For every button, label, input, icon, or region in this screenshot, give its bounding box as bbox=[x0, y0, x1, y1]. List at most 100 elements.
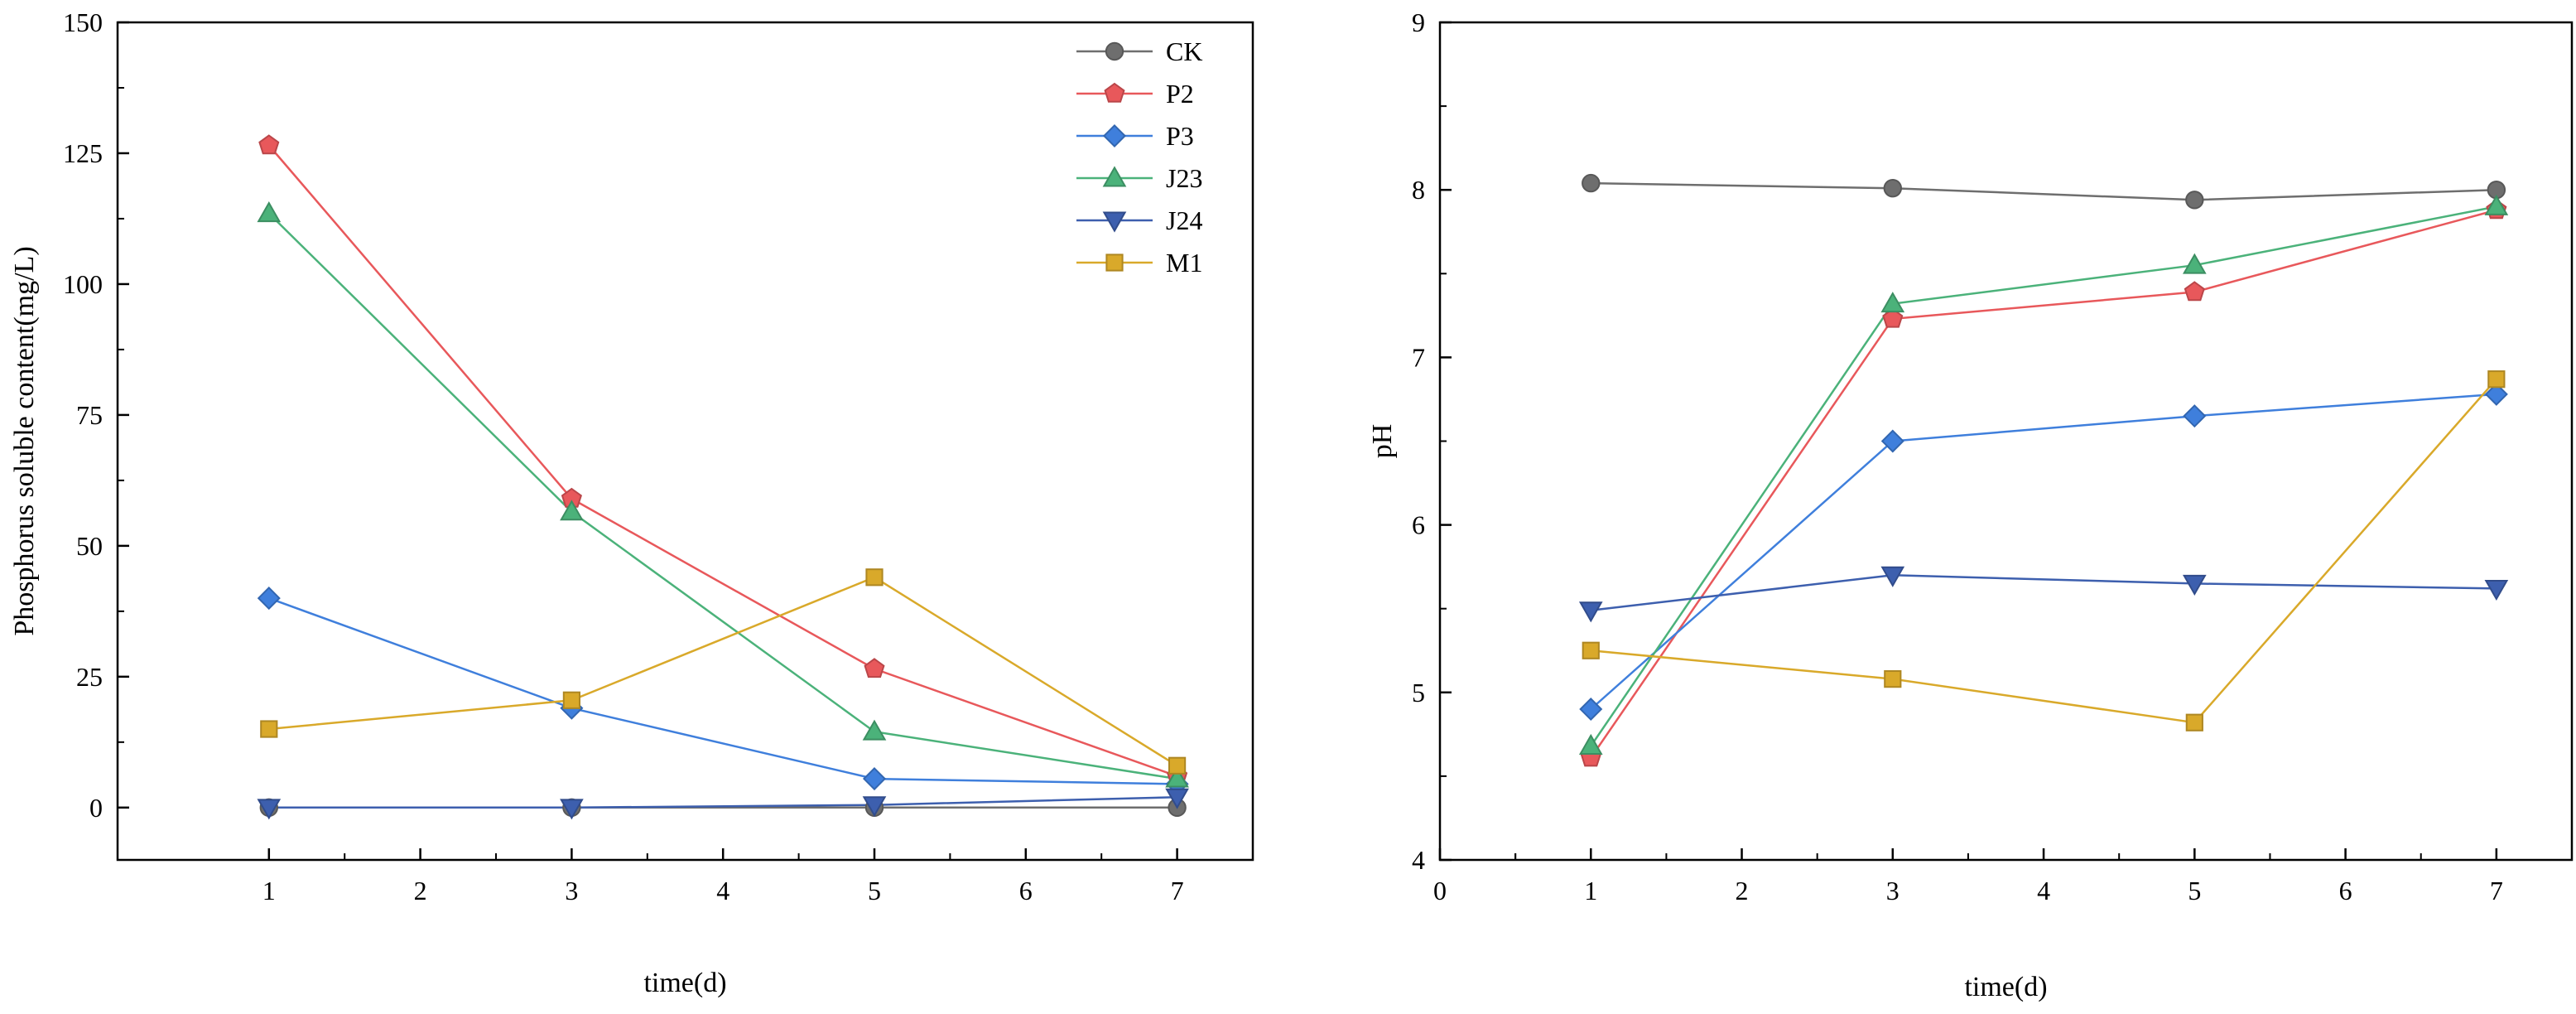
data-point-j24 bbox=[1165, 788, 1189, 809]
x-tick-label: 3 bbox=[565, 876, 578, 905]
x-tick-label: 2 bbox=[414, 876, 427, 905]
data-point-ck bbox=[1883, 178, 1903, 198]
series-line-j23 bbox=[267, 212, 1177, 780]
y-tick-label: 75 bbox=[76, 400, 103, 430]
x-tick-label: 6 bbox=[2339, 876, 2352, 905]
data-point-m1 bbox=[2185, 713, 2203, 732]
data-point-j23 bbox=[1165, 766, 1189, 788]
series-line-j23 bbox=[1590, 205, 2497, 747]
legend: CK P2 P3 J23 J24 M1 bbox=[1076, 36, 1202, 278]
data-point-p2 bbox=[258, 134, 280, 155]
data-point-p2 bbox=[2184, 281, 2205, 302]
legend-label: CK bbox=[1166, 36, 1202, 66]
x-tick-label: 4 bbox=[716, 876, 729, 905]
legend-item-p2: P2 bbox=[1076, 79, 1194, 109]
series-line-m1 bbox=[1591, 378, 2497, 724]
plot-frame bbox=[1438, 21, 2574, 862]
legend-marker bbox=[1105, 254, 1124, 272]
data-point-m1 bbox=[865, 568, 884, 587]
data-point-m1 bbox=[2487, 370, 2506, 389]
data-point-j24 bbox=[1578, 601, 1603, 623]
data-point-m1 bbox=[562, 691, 580, 709]
x-tick-label: 4 bbox=[2037, 876, 2050, 905]
x-axis-label: time(d) bbox=[1964, 972, 2047, 1002]
data-point-p3 bbox=[2484, 382, 2508, 406]
data-point-j24 bbox=[862, 796, 887, 818]
y-tick-label: 5 bbox=[1412, 678, 1425, 707]
x-tick-label: 6 bbox=[1019, 876, 1033, 905]
data-point-j23 bbox=[862, 719, 887, 741]
series-line-p2 bbox=[267, 144, 1178, 778]
data-point-p2 bbox=[1882, 307, 1904, 328]
x-tick-label: 7 bbox=[1171, 876, 1184, 905]
series-line-p3 bbox=[268, 596, 1177, 785]
x-tick-label: 2 bbox=[1736, 876, 1749, 905]
x-tick-label: 5 bbox=[868, 876, 881, 905]
series-line-p2 bbox=[1590, 209, 2497, 759]
data-point-m1 bbox=[1582, 641, 1600, 659]
data-point-j23 bbox=[1880, 292, 1905, 313]
data-point-m1 bbox=[260, 720, 278, 738]
series-group bbox=[257, 134, 1189, 820]
x-tick-label: 1 bbox=[1584, 876, 1597, 905]
legend-marker bbox=[1102, 166, 1127, 187]
y-tick-label: 150 bbox=[63, 7, 103, 37]
y-tick-label: 8 bbox=[1412, 175, 1425, 205]
plot-frame bbox=[116, 21, 1254, 862]
x-tick-label: 0 bbox=[1433, 876, 1447, 905]
y-tick-label: 100 bbox=[63, 269, 103, 299]
series-line-p3 bbox=[1590, 393, 2497, 710]
data-point-ck bbox=[1582, 173, 1601, 193]
x-tick-label: 7 bbox=[2490, 876, 2503, 905]
chart-panel-2: 0 1 2 3 4 5 6 7 4 5 6 7 8 9 time(d) pH bbox=[1367, 7, 2574, 1002]
data-point-j23 bbox=[257, 201, 282, 223]
data-point-p3 bbox=[1880, 429, 1904, 453]
legend-label: P2 bbox=[1166, 79, 1194, 109]
legend-marker bbox=[1102, 211, 1127, 233]
data-point-j23 bbox=[2183, 253, 2207, 274]
x-tick-label: 3 bbox=[1886, 876, 1899, 905]
y-tick-label: 4 bbox=[1412, 845, 1425, 875]
data-point-p2 bbox=[864, 658, 885, 678]
data-point-j24 bbox=[560, 799, 584, 820]
legend-item-j24: J24 bbox=[1076, 205, 1202, 235]
data-point-j24 bbox=[2484, 579, 2509, 601]
data-point-ck bbox=[2185, 191, 2204, 210]
legend-item-m1: M1 bbox=[1076, 248, 1202, 278]
series-line-m1 bbox=[268, 576, 1178, 767]
series-group bbox=[1578, 173, 2509, 767]
data-point-p3 bbox=[1579, 698, 1603, 722]
data-point-m1 bbox=[1884, 670, 1902, 688]
data-point-j24 bbox=[1880, 566, 1905, 587]
series-line-ck bbox=[1591, 181, 2497, 201]
data-point-p3 bbox=[257, 587, 281, 611]
legend-marker bbox=[1102, 123, 1127, 148]
legend-label: P3 bbox=[1166, 121, 1194, 151]
data-point-j24 bbox=[257, 799, 282, 820]
y-tick-label: 25 bbox=[76, 662, 103, 692]
data-point-p3 bbox=[2183, 404, 2207, 428]
data-point-j23 bbox=[1578, 733, 1603, 755]
y-tick-label: 0 bbox=[89, 793, 103, 823]
y-axis-label: pH bbox=[1367, 424, 1398, 459]
legend-item-ck: CK bbox=[1076, 36, 1202, 66]
legend-label: J23 bbox=[1166, 163, 1202, 193]
y-tick-label: 9 bbox=[1412, 7, 1425, 37]
series-line-j24 bbox=[1591, 574, 2497, 611]
legend-label: J24 bbox=[1166, 205, 1202, 235]
x-tick-label: 1 bbox=[262, 876, 276, 905]
chart-panel-1: 1 2 3 4 5 6 7 0 25 50 75 100 125 150 time(d) Phosphorus… bbox=[9, 7, 1254, 998]
y-tick-label: 50 bbox=[76, 531, 103, 561]
legend-marker bbox=[1105, 41, 1124, 61]
legend-marker bbox=[1104, 82, 1125, 103]
legend-item-p3: P3 bbox=[1076, 121, 1194, 151]
x-tick-label: 5 bbox=[2188, 876, 2201, 905]
y-axis-label: Phosphorus soluble content(mg/L) bbox=[9, 246, 40, 635]
data-point-p3 bbox=[862, 767, 887, 791]
legend-item-j23: J23 bbox=[1076, 163, 1202, 193]
series-line-j24 bbox=[268, 795, 1177, 809]
y-tick-label: 7 bbox=[1412, 342, 1425, 372]
data-point-j24 bbox=[2183, 574, 2207, 596]
